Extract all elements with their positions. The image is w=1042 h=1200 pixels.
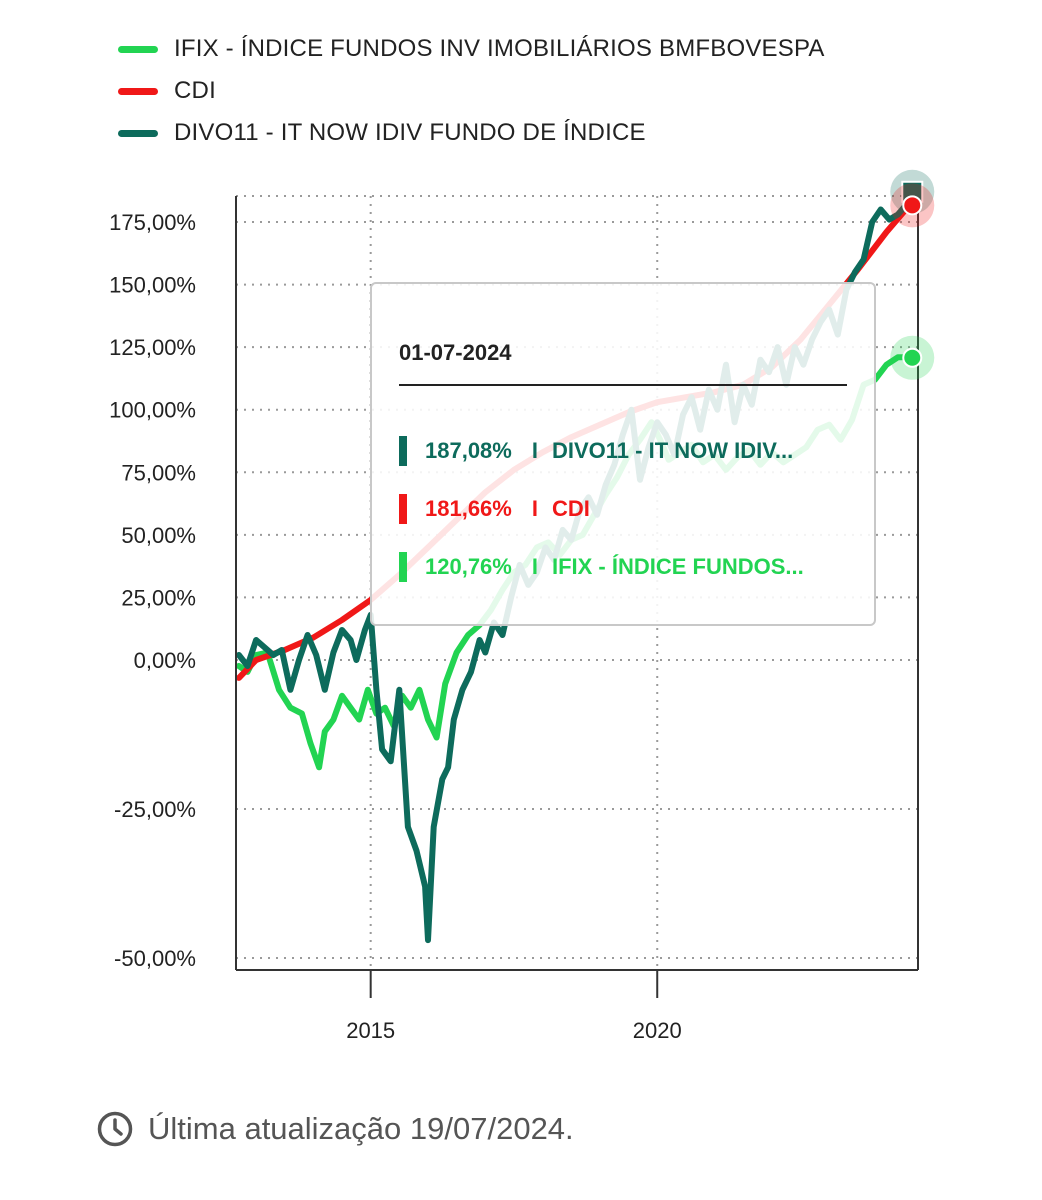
legend-swatch-cdi	[118, 87, 158, 95]
tooltip-series-label: DIVO11 - IT NOW IDIV...	[551, 438, 794, 463]
end-marker	[902, 347, 923, 368]
y-tick-label: 150,00%	[109, 273, 196, 298]
tooltip-color-bar	[399, 436, 407, 466]
tooltip-value: 187,08%	[425, 438, 512, 463]
legend-item-ifix[interactable]: IFIX - ÍNDICE FUNDOS INV IMOBILIÁRIOS BM…	[118, 28, 825, 70]
tooltip-row-ifix: 120,76% I IFIX - ÍNDICE FUNDOS...	[399, 552, 804, 582]
chart-tooltip: 01-07-2024 187,08% I DIVO11 - IT NOW IDI…	[370, 282, 876, 626]
tooltip-color-bar	[399, 552, 407, 582]
end-marker	[902, 195, 923, 216]
tooltip-value: 181,66%	[425, 496, 512, 521]
y-tick-label: 25,00%	[121, 585, 196, 610]
end-markers	[890, 169, 935, 380]
tooltip-date: 01-07-2024	[399, 340, 512, 365]
tooltip-separator: I	[531, 554, 538, 579]
legend-swatch-divo11	[118, 129, 158, 137]
tooltip-row-divo11: 187,08% I DIVO11 - IT NOW IDIV...	[399, 436, 793, 466]
axes	[235, 196, 919, 998]
x-tick-label: 2020	[633, 1018, 682, 1043]
y-tick-label: 100,00%	[109, 398, 196, 423]
legend-label-cdi: CDI	[174, 77, 216, 104]
tooltip-value: 120,76%	[425, 554, 512, 579]
tick-labels: -50,00% -25,00% 0,00% 25,00% 50,00% 75,00% 100…	[109, 210, 682, 1043]
clock-icon	[97, 1111, 133, 1147]
legend-item-divo11[interactable]: DIVO11 - IT NOW IDIV FUNDO DE ÍNDICE	[118, 112, 825, 154]
y-tick-label: 0,00%	[134, 648, 196, 673]
tooltip-divider	[399, 384, 847, 386]
tooltip-color-bar	[399, 494, 407, 524]
y-tick-label: 50,00%	[121, 523, 196, 548]
x-tick-label: 2015	[346, 1018, 395, 1043]
legend-swatch-ifix	[118, 45, 158, 53]
chart-legend: IFIX - ÍNDICE FUNDOS INV IMOBILIÁRIOS BM…	[118, 28, 825, 154]
legend-item-cdi[interactable]: CDI	[118, 70, 825, 112]
last-update-text: Última atualização 19/07/2024.	[148, 1111, 574, 1146]
y-tick-label: -25,00%	[114, 797, 196, 822]
legend-label-ifix: IFIX - ÍNDICE FUNDOS INV IMOBILIÁRIOS BM…	[174, 35, 825, 62]
tooltip-row-cdi: 181,66% I CDI	[399, 494, 590, 524]
y-tick-label: 125,00%	[109, 335, 196, 360]
last-update: Última atualização 19/07/2024.	[96, 1110, 574, 1148]
y-tick-label: 75,00%	[121, 460, 196, 485]
tooltip-separator: I	[531, 438, 538, 463]
legend-label-divo11: DIVO11 - IT NOW IDIV FUNDO DE ÍNDICE	[174, 119, 646, 146]
y-tick-label: -50,00%	[114, 946, 196, 971]
y-tick-label: 175,00%	[109, 210, 196, 235]
tooltip-separator: I	[531, 496, 538, 521]
tooltip-series-label: IFIX - ÍNDICE FUNDOS...	[551, 554, 804, 579]
tooltip-series-label: CDI	[551, 496, 590, 521]
